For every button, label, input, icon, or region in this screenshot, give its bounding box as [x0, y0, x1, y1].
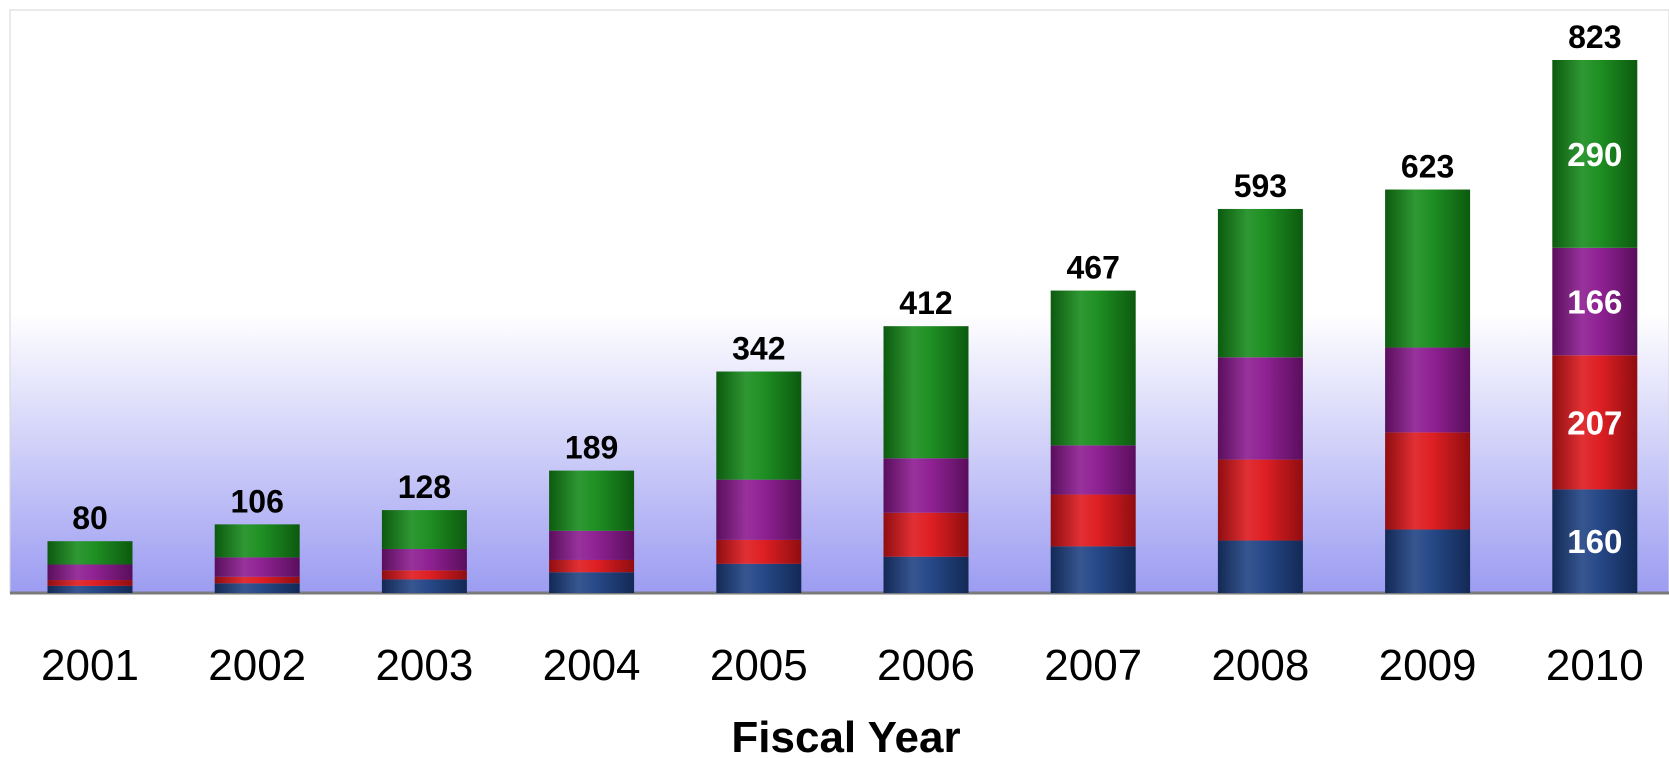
bar-segment-2001-series-2: [47, 580, 133, 586]
bar-segment-2007-series-4: [1050, 290, 1136, 446]
total-data-label-2008: 593: [1234, 168, 1287, 204]
segment-data-label-2010-series-2: 207: [1567, 404, 1622, 441]
bar-segment-2004-series-3: [549, 530, 635, 560]
bar-segment-2008-series-2: [1217, 459, 1303, 541]
total-data-label-2009: 623: [1401, 149, 1454, 185]
x-tick-label-2002: 2002: [208, 641, 306, 690]
bar-segment-2006-series-4: [883, 326, 969, 459]
x-tick-label-2006: 2006: [877, 641, 975, 690]
bar-segment-2001-series-4: [47, 541, 133, 565]
x-tick-label-2009: 2009: [1379, 641, 1477, 690]
bar-segment-2009-series-1: [1385, 529, 1471, 593]
bar-segment-2002-series-1: [214, 583, 300, 593]
segment-data-label-2010-series-4: 290: [1567, 136, 1622, 173]
bar-segment-2008-series-1: [1217, 540, 1303, 593]
bar-segment-2008-series-3: [1217, 357, 1303, 460]
total-data-label-2002: 106: [231, 483, 284, 519]
bar-segment-2010-series-2: [1552, 355, 1638, 490]
total-data-label-2010: 823: [1568, 19, 1621, 55]
bar-segment-2002-series-2: [214, 576, 300, 584]
bar-segment-2010-series-3: [1552, 247, 1638, 356]
total-data-label-2006: 412: [899, 285, 952, 321]
x-tick-label-2001: 2001: [41, 641, 139, 690]
x-tick-label-2008: 2008: [1211, 641, 1309, 690]
labels-group: 80 2001 106 2002 128 2003 189 2004 342 2005 412 200…: [41, 19, 1644, 690]
bar-segment-2002-series-3: [214, 557, 300, 577]
bar-segment-2003-series-1: [381, 579, 467, 593]
total-data-label-2004: 189: [565, 430, 618, 466]
bar-segment-2006-series-2: [883, 512, 969, 557]
segment-data-label-2010-series-1: 160: [1567, 523, 1622, 560]
x-tick-label-2007: 2007: [1044, 641, 1142, 690]
bar-segment-2007-series-2: [1050, 494, 1136, 547]
bar-segment-2003-series-4: [381, 510, 467, 549]
total-data-label-2007: 467: [1067, 250, 1120, 286]
bar-segment-2007-series-3: [1050, 445, 1136, 495]
x-tick-label-2010: 2010: [1546, 641, 1644, 690]
bar-segment-2003-series-2: [381, 570, 467, 580]
x-tick-label-2004: 2004: [543, 641, 641, 690]
bar-segment-2009-series-3: [1385, 347, 1471, 433]
bar-segment-2004-series-1: [549, 572, 635, 593]
bar-segment-2004-series-4: [549, 470, 635, 531]
total-data-label-2005: 342: [732, 331, 785, 367]
bar-segment-2009-series-2: [1385, 432, 1471, 530]
total-data-label-2001: 80: [72, 500, 108, 536]
bar-segment-2004-series-2: [549, 559, 635, 573]
bar-segment-2007-series-1: [1050, 546, 1136, 593]
bar-segment-2001-series-3: [47, 564, 133, 581]
bar-segment-2002-series-4: [214, 524, 300, 558]
bar-segment-2010-series-1: [1552, 489, 1638, 593]
bar-segment-2005-series-1: [716, 563, 802, 593]
bar-segment-2010-series-4: [1552, 60, 1638, 248]
bar-segment-2009-series-4: [1385, 189, 1471, 348]
bar-segment-2003-series-3: [381, 548, 467, 571]
bar-segment-2001-series-1: [47, 585, 133, 593]
bar-segment-2006-series-1: [883, 556, 969, 593]
bar-segment-2008-series-4: [1217, 208, 1303, 358]
x-tick-label-2003: 2003: [375, 641, 473, 690]
total-data-label-2003: 128: [398, 469, 451, 505]
x-axis-title: Fiscal Year: [731, 713, 960, 758]
segment-data-label-2010-series-3: 166: [1567, 284, 1622, 321]
bars-group: [47, 60, 1638, 593]
bar-segment-2005-series-3: [716, 479, 802, 540]
x-tick-label-2005: 2005: [710, 641, 808, 690]
bar-segment-2005-series-2: [716, 539, 802, 564]
bar-segment-2005-series-4: [716, 371, 802, 480]
bar-segment-2006-series-3: [883, 458, 969, 513]
